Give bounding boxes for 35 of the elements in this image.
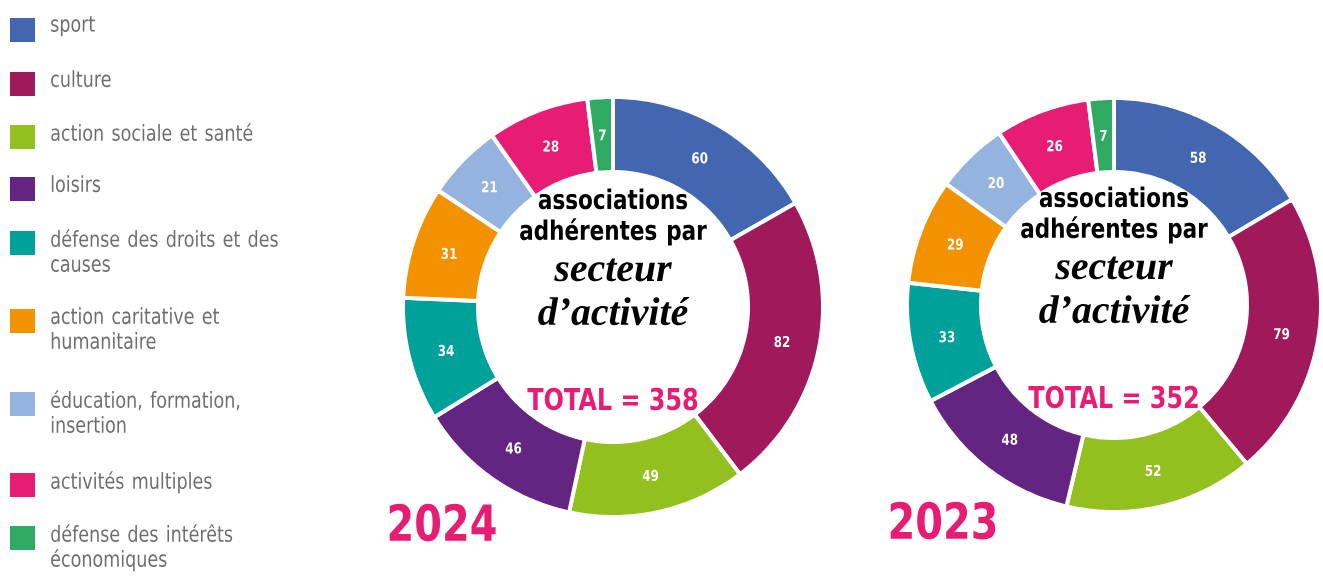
data-label: 79	[1274, 328, 1290, 340]
legend-label: sport	[51, 16, 95, 37]
data-label: 60	[692, 152, 708, 164]
data-label: 46	[505, 442, 522, 454]
data-label: 31	[441, 247, 457, 260]
data-label: 82	[774, 335, 790, 348]
text: TOTAL = 358	[527, 387, 698, 411]
text: 2023	[890, 501, 996, 540]
legend-label: action sociale et santé	[51, 123, 253, 142]
legend-label: action caritative et humanitaire	[51, 307, 220, 350]
legend-label: culture	[51, 70, 111, 88]
data-label: 29	[947, 238, 963, 250]
text: secteur d’activité	[1039, 256, 1191, 324]
legend-label: défense des droits et des causes	[51, 229, 278, 272]
text: 2024	[389, 503, 496, 542]
data-label: 58	[1190, 151, 1206, 163]
text: secteur d’activité	[538, 258, 690, 326]
text: associations adhérentes par	[1021, 186, 1208, 244]
legend-label: activités multiples	[51, 471, 212, 494]
legend-label: loisirs	[51, 175, 101, 193]
legend-label: défense des intérêts économiques	[51, 524, 233, 572]
data-label: 26	[1047, 140, 1063, 152]
data-label: 28	[543, 140, 559, 152]
text: associations adhérentes par	[520, 188, 707, 246]
text: TOTAL = 352	[1028, 385, 1198, 409]
data-label: 48	[1001, 433, 1018, 445]
legend-label: éducation, formation, insertion	[51, 390, 240, 433]
data-label: 7	[599, 129, 606, 141]
data-label: 33	[939, 331, 955, 343]
data-label: 21	[482, 181, 497, 193]
data-label: 20	[988, 177, 1004, 189]
data-label: 34	[438, 344, 454, 357]
data-label: 7	[1100, 129, 1107, 141]
data-label: 49	[642, 469, 659, 482]
data-label: 52	[1145, 464, 1161, 477]
